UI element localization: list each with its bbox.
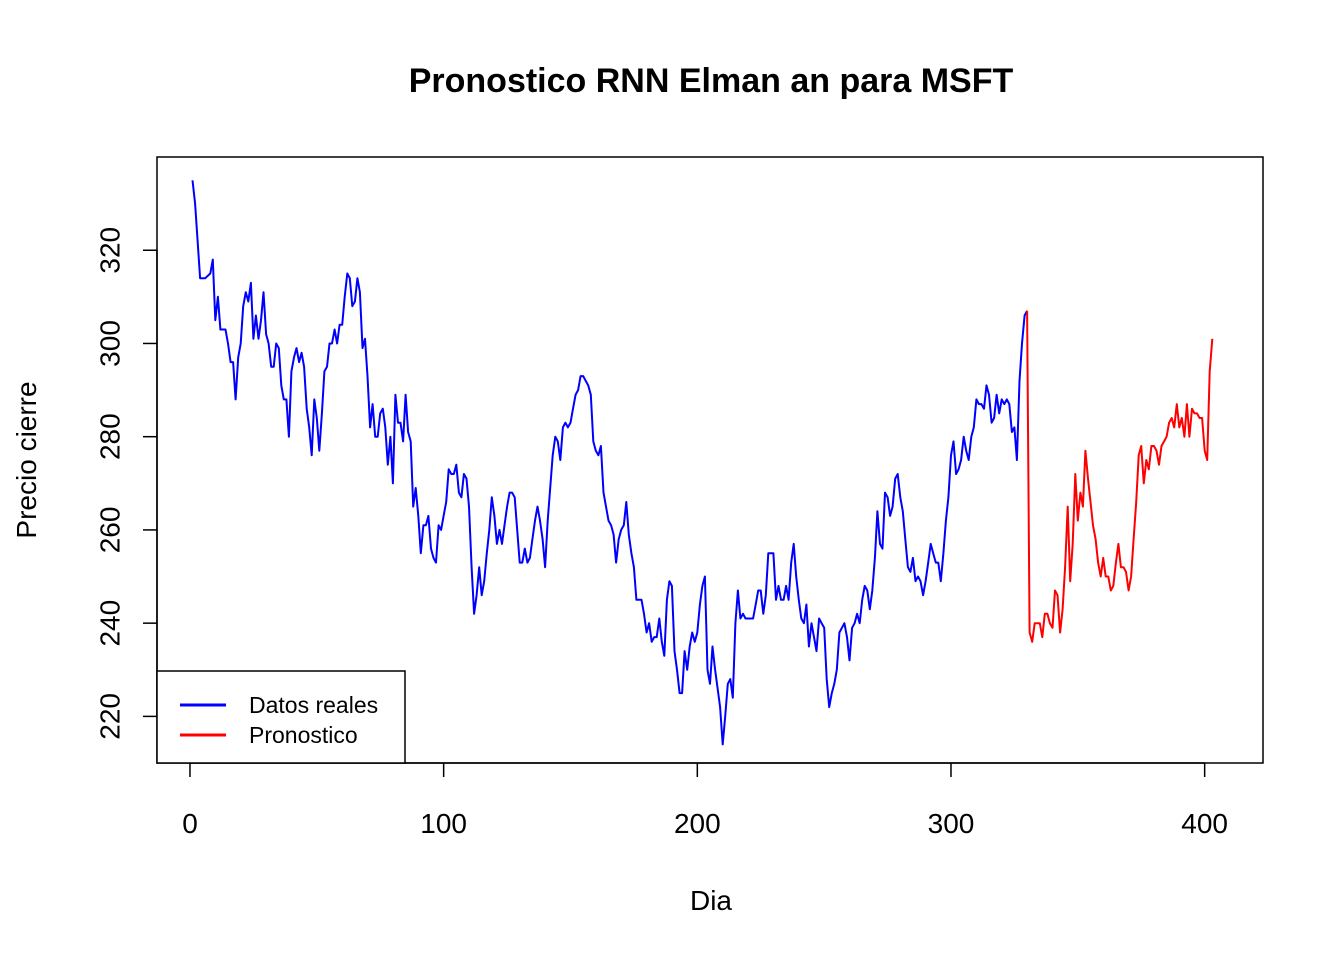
y-tick-label: 300 (94, 320, 125, 367)
y-tick-label: 280 (94, 413, 125, 460)
x-tick-label: 100 (420, 808, 467, 839)
x-axis: 0 100 200 300 400 (182, 762, 1228, 839)
x-tick-label: 200 (674, 808, 721, 839)
chart-title: Pronostico RNN Elman an para MSFT (409, 62, 1014, 100)
y-tick-label: 220 (94, 693, 125, 740)
x-axis-label: Dia (690, 885, 732, 916)
x-tick-label: 400 (1181, 808, 1228, 839)
series-layer (191, 180, 1214, 746)
y-axis: 220 240 260 280 300 320 (94, 227, 158, 740)
y-axis-label: Precio cierre (11, 381, 42, 538)
y-tick-label: 240 (94, 600, 125, 647)
legend-label-pronostico: Pronostico (249, 722, 358, 748)
x-tick-label: 0 (182, 808, 198, 839)
legend-box (156, 670, 406, 764)
y-tick-label: 320 (94, 227, 125, 274)
y-tick-label: 260 (94, 507, 125, 554)
legend: Datos reales Pronostico (156, 670, 406, 764)
series-line-datos-reales (191, 180, 1028, 746)
series-line-pronostico (1026, 310, 1214, 643)
legend-label-datos-reales: Datos reales (249, 692, 378, 718)
x-tick-label: 300 (928, 808, 975, 839)
